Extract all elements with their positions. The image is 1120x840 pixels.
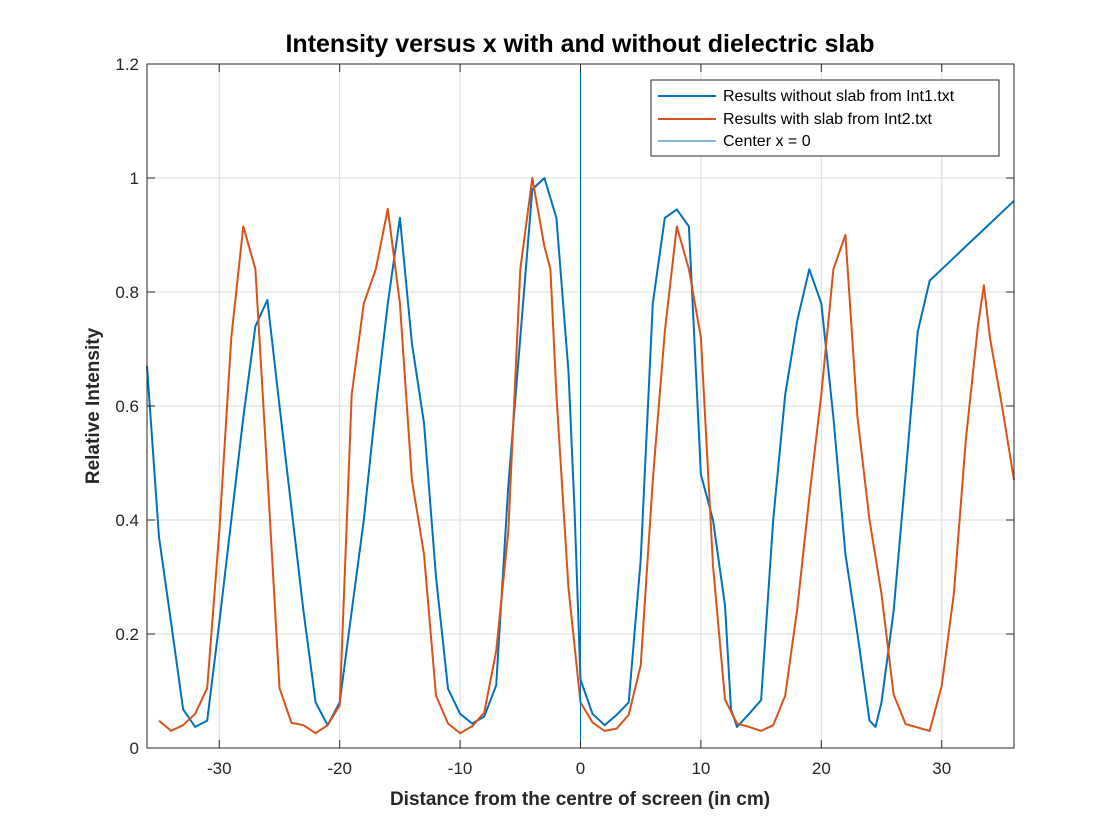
series-2-line [158,177,1015,735]
tick-layer: -30 -20 -10 0 10 20 30 0 0.2 0.4 0.6 0.8 1 1.2 [115,55,1014,778]
y-axis-label: Relative Intensity [83,327,104,484]
legend-label-series-2: Results with slab from Int2.txt [723,111,933,128]
legend: Results without slab from Int1.txt Resul… [650,79,1000,157]
series-1-line [146,177,1015,728]
y-tick-label-6: 1.2 [115,55,139,74]
y-tick-label-0: 0 [130,739,139,758]
x-tick-label-2: -10 [448,759,473,778]
y-tick-label-3: 0.6 [115,397,139,416]
x-tick-label-5: 20 [812,759,831,778]
series-layer [146,64,1015,748]
x-tick-label-0: -30 [207,759,232,778]
y-tick-label-1: 0.2 [115,625,139,644]
legend-label-series-1: Results without slab from Int1.txt [723,88,955,105]
x-axis-label: Distance from the centre of screen (in c… [390,789,770,810]
y-tick-label-2: 0.4 [115,511,139,530]
x-tick-label-4: 10 [691,759,710,778]
x-tick-label-1: -20 [327,759,352,778]
legend-label-series-3: Center x = 0 [723,133,811,150]
x-tick-label-6: 30 [932,759,951,778]
x-tick-label-3: 0 [576,759,585,778]
y-tick-label-4: 0.8 [115,283,139,302]
y-tick-label-5: 1 [130,169,139,188]
chart-title: Intensity versus x with and without diel… [285,30,874,58]
